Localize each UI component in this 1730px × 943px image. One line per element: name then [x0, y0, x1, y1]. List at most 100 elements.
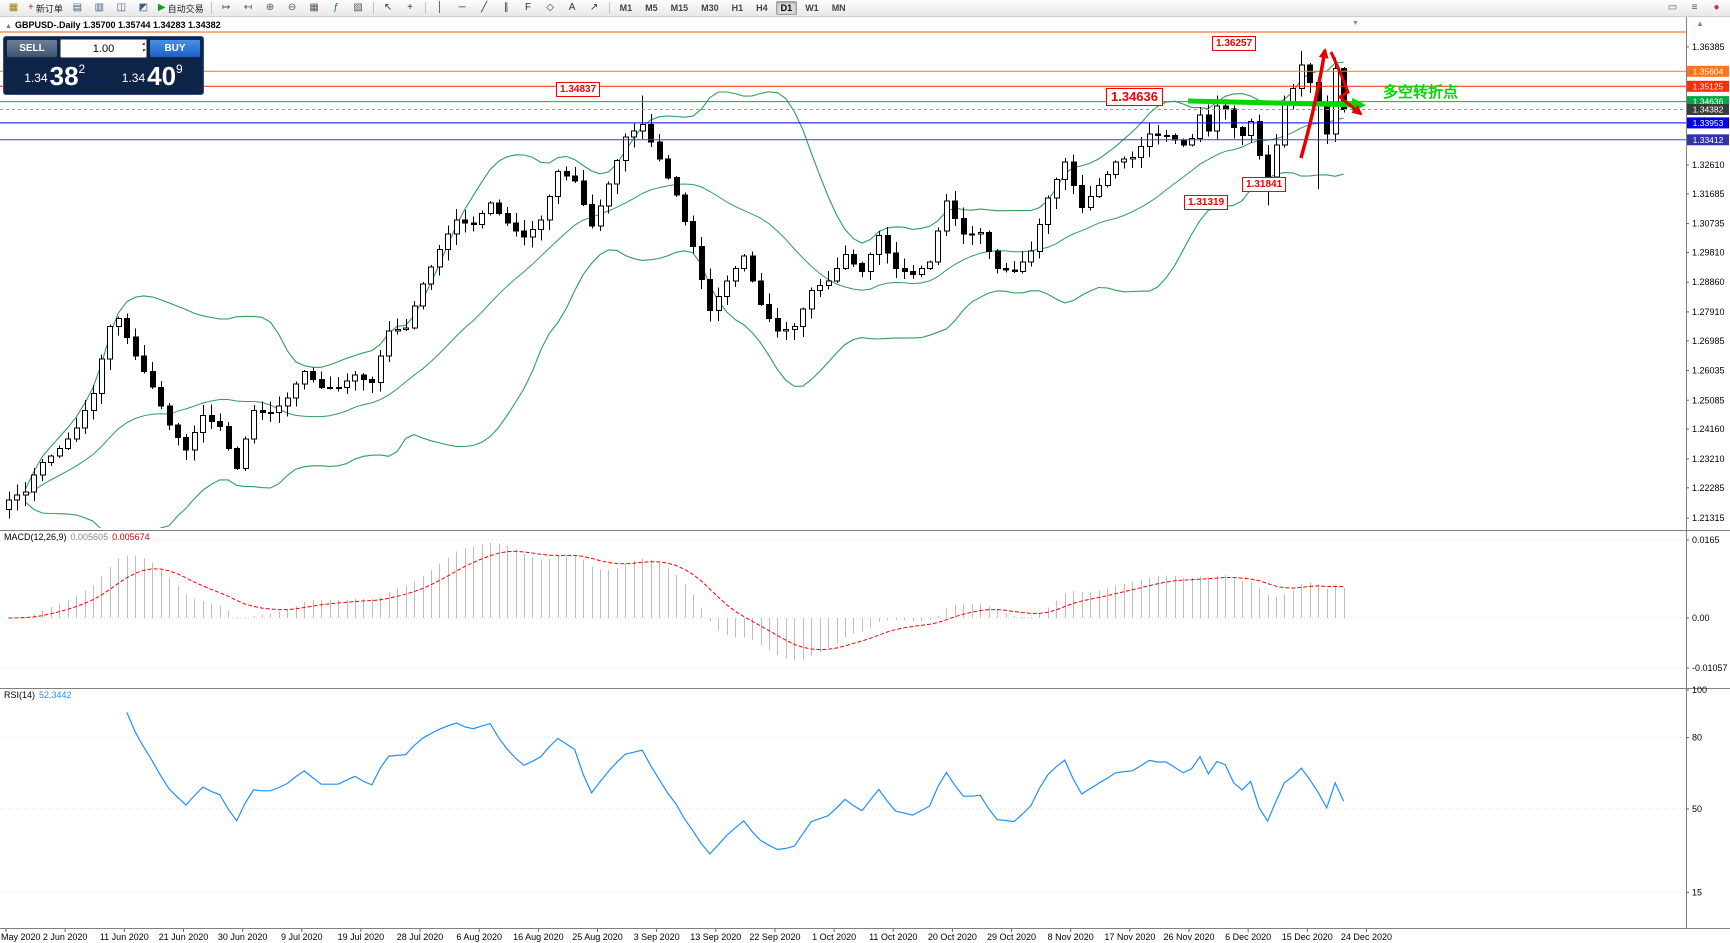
new-chart-icon[interactable]: ▦	[3, 0, 24, 16]
price-axis-tag	[1687, 117, 1729, 129]
text-icon: A	[568, 2, 576, 13]
price-axis-label: 1.26035	[1692, 366, 1725, 376]
price-axis-label: 1.25085	[1692, 395, 1725, 405]
turning-point-trendline[interactable]	[1187, 97, 1366, 112]
timeframe-h1[interactable]: H1	[731, 3, 744, 13]
templates-icon[interactable]: ▧	[348, 0, 369, 16]
bollinger-band	[25, 117, 1344, 497]
price-axis-tag	[1687, 80, 1729, 92]
shapes-icon: ◇	[546, 2, 554, 13]
timeframe-d1[interactable]: D1	[775, 1, 798, 15]
price-axis-tag	[1687, 96, 1729, 108]
price-axis-tag	[1687, 104, 1729, 115]
price-axis-label: 1.23210	[1692, 454, 1725, 464]
one-click-panel-icon[interactable]: ≡	[1684, 0, 1705, 16]
indicators-icon: ƒ	[333, 2, 339, 13]
rsi-name: RSI(14)	[4, 690, 36, 700]
price-annotation[interactable]: 1.31841	[1242, 177, 1287, 192]
scroll-up-icon[interactable]: ▲	[1696, 19, 1704, 28]
new-order-button: +	[28, 2, 34, 13]
date-axis-label: 22 Sep 2020	[749, 932, 800, 942]
market-watch-icon[interactable]: ◫	[111, 0, 132, 16]
market-watch-icon: ◫	[116, 2, 127, 13]
channel-icon: ∥	[503, 2, 509, 13]
crosshair-icon[interactable]: +	[400, 0, 421, 16]
rsi-axis-label: 80	[1692, 733, 1702, 743]
bollinger-band	[25, 172, 1344, 528]
trendline-icon: ╱	[481, 2, 488, 13]
date-axis-label: 30 Jun 2020	[218, 932, 268, 942]
buy-button[interactable]: BUY	[149, 39, 201, 58]
date-axis-label: 25 Aug 2020	[572, 932, 623, 942]
timeframe-m15[interactable]: M15	[670, 3, 689, 13]
alerts-icon: ●	[1713, 2, 1720, 13]
zoom-out-icon[interactable]: ⊖	[282, 0, 303, 16]
date-axis-label: 2 Jun 2020	[43, 932, 88, 942]
price-annotation[interactable]: 1.36257	[1212, 36, 1257, 51]
indicators-icon[interactable]: ƒ	[326, 0, 347, 16]
cursor-icon[interactable]: ↖	[378, 0, 399, 16]
charts-group-icon[interactable]: ▤	[67, 0, 88, 16]
macd-axis-label: 0.00	[1692, 613, 1710, 623]
arrows-icon[interactable]: ↗	[584, 0, 605, 16]
sell-button[interactable]: SELL	[6, 39, 58, 58]
horizontal-line-icon[interactable]: ─	[452, 0, 473, 16]
turning-point-text[interactable]: 多空转折点	[1383, 84, 1459, 101]
chart-shift-icon: ↤	[243, 2, 253, 13]
new-order-button-label: 新订单	[35, 3, 63, 14]
macd-histogram	[16, 542, 1346, 661]
timeframe-h4[interactable]: H4	[756, 3, 768, 13]
channel-icon[interactable]: ∥	[496, 0, 517, 16]
shift-marker-icon[interactable]: ▼	[1352, 20, 1359, 27]
spinner-down-icon[interactable]: ▾	[141, 48, 145, 54]
alerts-icon[interactable]: ●	[1706, 0, 1727, 16]
volume-field[interactable]: 1.00 ▴ ▾	[60, 39, 147, 58]
volume-spinner[interactable]: ▴ ▾	[142, 41, 145, 55]
autoscroll-icon[interactable]: ↦	[216, 0, 237, 16]
price-annotation[interactable]: 1.31319	[1184, 195, 1229, 210]
date-axis-label: 8 Nov 2020	[1048, 932, 1094, 942]
timeframe-m30[interactable]: M30	[701, 3, 719, 13]
price-annotation[interactable]: 1.34837	[556, 82, 601, 97]
new-order-button[interactable]: + 新订单	[25, 0, 66, 16]
bollinger-band	[24, 61, 1344, 490]
date-axis-label: 15 Dec 2020	[1282, 932, 1333, 942]
spinner-up-icon[interactable]: ▴	[141, 41, 145, 47]
cursor-icon: ↖	[383, 2, 393, 13]
zoom-in-icon[interactable]: ⊕	[260, 0, 281, 16]
bid-price-base: 1.34	[24, 71, 48, 85]
price-axis-label: 1.29810	[1692, 247, 1725, 257]
timeframe-m5[interactable]: M5	[645, 3, 658, 13]
arrow-up-annotation[interactable]	[1299, 48, 1329, 159]
date-axis-label: 29 Oct 2020	[987, 932, 1036, 942]
ask-price: 1.34 40 9	[104, 58, 202, 91]
one-click-trading-panel: SELL 1.00 ▴ ▾ BUY 1.34 38 2 1.34 40 9	[3, 36, 204, 95]
timeframe-mn[interactable]: MN	[831, 3, 846, 13]
toolbar-separator	[372, 2, 374, 14]
rsi-label: RSI(14) 52.3442	[4, 690, 72, 700]
tile-windows-icon[interactable]: ▦	[304, 0, 325, 16]
main-chart-panel	[6, 50, 1347, 528]
popup-prices-icon[interactable]: ▭	[1662, 0, 1683, 16]
toolbar-separator	[608, 2, 610, 14]
text-icon[interactable]: A	[562, 0, 583, 16]
shapes-icon[interactable]: ◇	[540, 0, 561, 16]
autotrading-button[interactable]: ▶ 自动交易	[155, 0, 207, 16]
date-axis-label: 1 Oct 2020	[812, 932, 856, 942]
ask-price-point: 9	[176, 62, 183, 76]
popup-prices-icon: ▭	[1667, 2, 1678, 13]
arrow-down-annotation[interactable]	[1329, 51, 1363, 116]
fibonacci-icon[interactable]: F	[518, 0, 539, 16]
price-annotation[interactable]: 1.34636	[1106, 88, 1163, 106]
vertical-line-icon[interactable]: │	[430, 0, 451, 16]
profiles-icon[interactable]: ▥	[89, 0, 110, 16]
date-axis-label: 11 Oct 2020	[869, 932, 917, 942]
date-axis-label: 3 Sep 2020	[634, 932, 680, 942]
navigator-icon[interactable]: ◩	[133, 0, 154, 16]
timeframe-m1[interactable]: M1	[619, 3, 633, 13]
bid-price-point: 2	[78, 62, 86, 76]
chart-shift-icon[interactable]: ↤	[238, 0, 259, 16]
timeframe-w1[interactable]: W1	[805, 3, 819, 13]
trendline-icon[interactable]: ╱	[474, 0, 495, 16]
